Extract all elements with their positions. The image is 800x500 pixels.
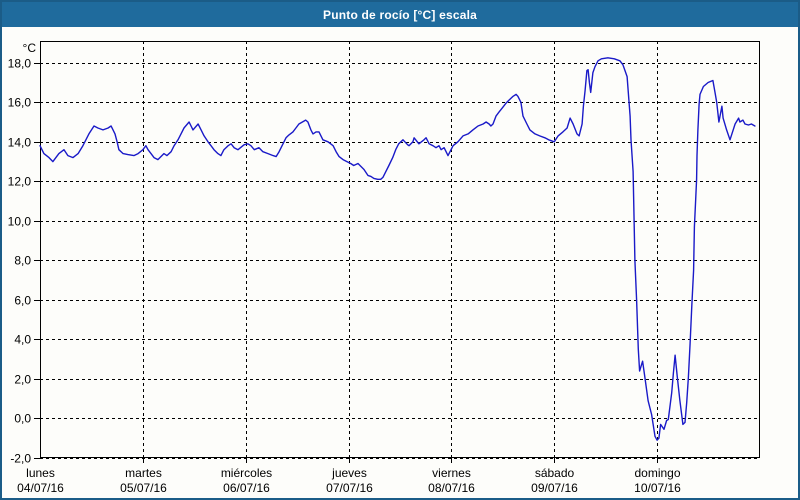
y-tick-label: 18,0 <box>8 57 32 71</box>
dew-point-line <box>39 57 756 441</box>
y-tick-label: 12,0 <box>8 175 32 189</box>
x-tick-date-label: 10/07/16 <box>634 481 681 495</box>
y-tick-label: 16,0 <box>8 96 32 110</box>
y-tick-label: 2,0 <box>14 373 31 387</box>
window-title: Punto de rocío [°C] escala <box>322 7 478 22</box>
x-tick-weekday-label: viernes <box>432 466 471 480</box>
y-tick-label: 8,0 <box>14 254 31 268</box>
chart-area: 18,0 16,0 14,0 12,0 10,0 8,0 6,0 4,0 2,0 0,0 -2,0 l… <box>2 27 798 498</box>
y-tick-label: 4,0 <box>14 333 31 347</box>
title-bar: Punto de rocío [°C] escala <box>2 2 798 27</box>
x-tick-date-label: 05/07/16 <box>120 481 167 495</box>
y-tick-label: -2,0 <box>10 452 31 466</box>
x-tick-weekday-label: martes <box>125 466 162 480</box>
x-tick-weekday-label: domingo <box>634 466 680 480</box>
y-tick-label: 6,0 <box>14 294 31 308</box>
x-tick-date-label: 06/07/16 <box>223 481 270 495</box>
x-tick-weekday-label: miércoles <box>221 466 272 480</box>
y-tick-label: 14,0 <box>8 136 32 150</box>
x-tick-weekday-label: lunes <box>26 466 55 480</box>
x-tick-date-label: 04/07/16 <box>17 481 64 495</box>
x-tick-weekday-label: sábado <box>535 466 575 480</box>
x-tick-weekday-label: jueves <box>331 466 367 480</box>
dew-point-chart: 18,0 16,0 14,0 12,0 10,0 8,0 6,0 4,0 2,0 0,0 -2,0l… <box>8 41 760 495</box>
x-tick-date-label: 07/07/16 <box>326 481 373 495</box>
x-tick-date-label: 08/07/16 <box>428 481 475 495</box>
y-tick-label: 10,0 <box>8 215 32 229</box>
plot-border <box>40 41 760 458</box>
y-tick-label: 0,0 <box>14 412 31 426</box>
y-axis-unit-label: °C <box>23 41 37 55</box>
x-tick-date-label: 09/07/16 <box>531 481 578 495</box>
y-grid: 18,0 16,0 14,0 12,0 10,0 8,0 6,0 4,0 2,0 0,0 -2,0 <box>8 57 760 466</box>
